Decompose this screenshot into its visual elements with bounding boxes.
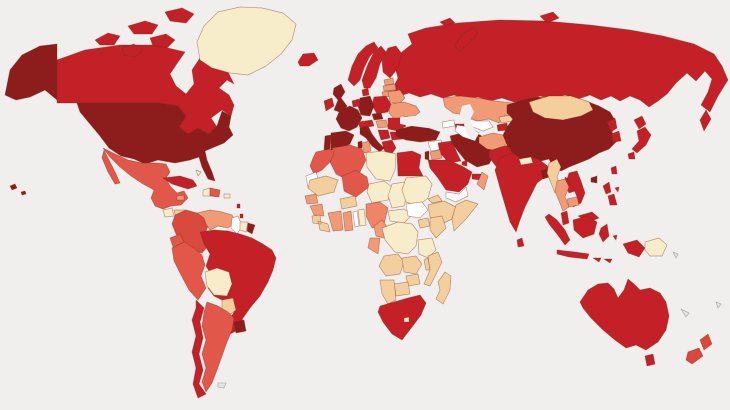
region-australia[interactable] [579, 278, 670, 367]
region-israel[interactable] [424, 150, 430, 161]
region-lesotho[interactable] [403, 316, 410, 323]
region-south-africa[interactable] [377, 294, 427, 341]
region-ghana[interactable] [342, 210, 354, 232]
region-lesser-antilles[interactable] [236, 203, 244, 219]
region-guinea[interactable] [309, 203, 325, 217]
region-oman[interactable] [476, 171, 489, 191]
region-niger[interactable] [366, 180, 393, 204]
region-chile[interactable] [191, 299, 207, 399]
region-morocco[interactable] [309, 148, 337, 175]
region-suriname[interactable] [239, 221, 249, 233]
region-bolivia[interactable] [204, 267, 233, 297]
region-kenya[interactable] [429, 215, 447, 239]
region-estonia[interactable] [383, 77, 395, 86]
region-mozambique[interactable] [423, 251, 443, 287]
region-sri-lanka[interactable] [516, 237, 525, 248]
region-jordan[interactable] [429, 149, 443, 161]
region-russia[interactable] [391, 11, 729, 132]
region-papua-new-guinea[interactable] [644, 237, 668, 257]
region-japan[interactable] [627, 115, 652, 160]
region-south-korea[interactable] [610, 130, 622, 143]
region-libya[interactable] [365, 150, 397, 182]
region-venezuela[interactable] [196, 209, 237, 231]
region-philippines[interactable] [602, 181, 620, 206]
region-falkland-islands[interactable] [217, 382, 227, 389]
region-angola[interactable] [378, 253, 405, 277]
region-kazakhstan[interactable] [442, 95, 522, 124]
region-ireland[interactable] [323, 97, 335, 112]
region-nepal[interactable] [518, 156, 534, 166]
region-mauritania[interactable] [307, 175, 339, 197]
region-uruguay[interactable] [233, 319, 247, 334]
region-solomon-islands[interactable] [672, 251, 679, 259]
region-dominican-republic[interactable] [209, 187, 221, 198]
black-sea [400, 116, 436, 128]
region-somalia[interactable] [451, 199, 479, 232]
region-north-korea[interactable] [606, 117, 618, 133]
region-sierra-leone-liberia[interactable] [311, 214, 331, 233]
region-argentina[interactable] [201, 301, 235, 393]
region-serbia-balkans[interactable] [377, 129, 391, 141]
region-kuwait[interactable] [461, 159, 468, 167]
region-uganda[interactable] [417, 217, 431, 229]
region-norway[interactable] [347, 41, 379, 87]
region-saudi-arabia[interactable] [427, 159, 473, 193]
region-togo[interactable] [352, 210, 360, 228]
region-madagascar[interactable] [435, 271, 452, 305]
region-central-african-republic[interactable] [387, 208, 413, 224]
region-cuba[interactable] [162, 175, 198, 190]
region-tanzania[interactable] [417, 237, 437, 259]
region-mexico[interactable] [101, 147, 189, 210]
region-congo-gabon[interactable] [367, 237, 381, 255]
region-united-states[interactable] [4, 43, 234, 196]
region-new-zealand[interactable] [685, 333, 713, 365]
region-bahamas[interactable] [195, 169, 202, 177]
region-yemen[interactable] [445, 186, 469, 203]
region-south-sudan[interactable] [405, 201, 429, 219]
region-united-kingdom[interactable] [332, 83, 348, 114]
region-french-guiana[interactable] [246, 222, 256, 235]
region-cambodia[interactable] [566, 196, 580, 208]
region-latvia[interactable] [382, 83, 397, 92]
region-belgium-netherlands[interactable] [351, 98, 361, 108]
region-georgia[interactable] [441, 119, 456, 129]
region-mongolia[interactable] [528, 95, 594, 121]
region-eritrea[interactable] [427, 194, 443, 204]
region-hungary[interactable] [375, 119, 389, 129]
region-fiji[interactable] [715, 301, 722, 309]
region-egypt[interactable] [396, 150, 424, 177]
region-senegal[interactable] [304, 193, 319, 205]
region-czechia[interactable] [371, 112, 384, 121]
region-greenland[interactable] [196, 6, 297, 76]
region-tunisia[interactable] [361, 140, 372, 154]
region-botswana[interactable] [393, 281, 411, 297]
region-taiwan[interactable] [610, 165, 618, 175]
region-new-caledonia[interactable] [680, 308, 690, 318]
region-belarus[interactable] [387, 89, 406, 105]
caspian-sea [460, 104, 478, 140]
region-cote-divoire[interactable] [327, 210, 344, 232]
region-portugal[interactable] [323, 134, 332, 152]
region-canada[interactable] [56, 7, 235, 135]
region-indonesia[interactable] [544, 213, 646, 264]
region-finland[interactable] [381, 45, 403, 79]
region-jamaica[interactable] [176, 194, 185, 201]
region-austria-switzerland[interactable] [357, 119, 375, 129]
region-sudan[interactable] [401, 175, 433, 207]
region-denmark[interactable] [361, 87, 370, 97]
region-benin[interactable] [357, 208, 367, 227]
region-namibia[interactable] [379, 279, 397, 305]
region-iceland[interactable] [297, 52, 319, 67]
region-guatemala[interactable] [162, 207, 175, 218]
region-zambia[interactable] [401, 255, 423, 275]
region-dr-congo[interactable] [381, 221, 419, 255]
region-puerto-rico[interactable] [223, 193, 231, 199]
region-burkina-faso[interactable] [339, 195, 358, 210]
region-guyana[interactable] [230, 215, 243, 235]
region-peru[interactable] [171, 241, 207, 301]
